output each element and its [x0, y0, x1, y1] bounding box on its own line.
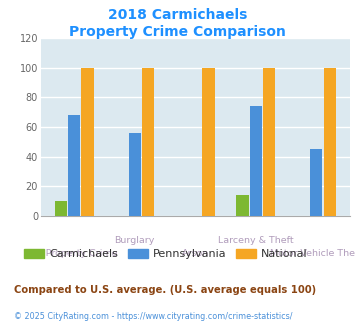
Bar — [55, 201, 67, 216]
Text: All Property Crime: All Property Crime — [31, 249, 118, 258]
Text: Motor Vehicle Theft: Motor Vehicle Theft — [271, 249, 355, 258]
Bar — [323, 68, 336, 216]
Text: Arson: Arson — [182, 249, 209, 258]
Text: Burglary: Burglary — [115, 236, 155, 245]
Bar — [250, 106, 262, 216]
Bar — [81, 68, 94, 216]
Bar — [142, 68, 154, 216]
Text: Larceny & Theft: Larceny & Theft — [218, 236, 294, 245]
Text: Property Crime Comparison: Property Crime Comparison — [69, 25, 286, 39]
Bar — [129, 133, 141, 216]
Legend: Carmichaels, Pennsylvania, National: Carmichaels, Pennsylvania, National — [20, 244, 312, 263]
Bar — [202, 68, 215, 216]
Text: © 2025 CityRating.com - https://www.cityrating.com/crime-statistics/: © 2025 CityRating.com - https://www.city… — [14, 312, 293, 321]
Bar — [263, 68, 275, 216]
Bar — [310, 149, 322, 216]
Bar — [236, 195, 248, 216]
Text: Compared to U.S. average. (U.S. average equals 100): Compared to U.S. average. (U.S. average … — [14, 285, 316, 295]
Text: 2018 Carmichaels: 2018 Carmichaels — [108, 8, 247, 22]
Bar — [68, 115, 80, 216]
